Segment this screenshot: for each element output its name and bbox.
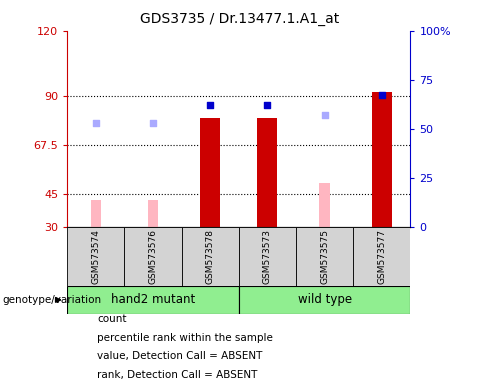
Point — [149, 120, 157, 126]
Bar — [148, 200, 158, 227]
Text: GSM573578: GSM573578 — [206, 229, 215, 284]
Bar — [320, 183, 330, 227]
Text: GSM573573: GSM573573 — [263, 229, 272, 284]
Text: percentile rank within the sample: percentile rank within the sample — [97, 333, 273, 343]
FancyBboxPatch shape — [296, 227, 353, 286]
Text: count: count — [97, 314, 127, 324]
Text: GSM573574: GSM573574 — [91, 229, 100, 284]
Bar — [91, 200, 101, 227]
Text: GSM573576: GSM573576 — [148, 229, 157, 284]
Point — [321, 112, 328, 118]
Text: GSM573577: GSM573577 — [377, 229, 386, 284]
Bar — [372, 92, 392, 227]
Point — [264, 102, 271, 108]
Text: wild type: wild type — [298, 293, 352, 306]
FancyBboxPatch shape — [124, 227, 181, 286]
Text: rank, Detection Call = ABSENT: rank, Detection Call = ABSENT — [97, 370, 258, 380]
FancyBboxPatch shape — [67, 227, 124, 286]
FancyBboxPatch shape — [67, 286, 239, 314]
Bar — [200, 118, 220, 227]
FancyBboxPatch shape — [239, 286, 410, 314]
FancyBboxPatch shape — [353, 227, 410, 286]
Point — [378, 92, 385, 98]
FancyBboxPatch shape — [239, 227, 296, 286]
FancyBboxPatch shape — [181, 227, 239, 286]
Text: GDS3735 / Dr.13477.1.A1_at: GDS3735 / Dr.13477.1.A1_at — [140, 12, 340, 25]
Text: GSM573575: GSM573575 — [320, 229, 329, 284]
Text: value, Detection Call = ABSENT: value, Detection Call = ABSENT — [97, 351, 263, 361]
Point — [206, 102, 214, 108]
Point — [92, 120, 100, 126]
Text: hand2 mutant: hand2 mutant — [111, 293, 195, 306]
Bar — [257, 118, 277, 227]
Text: genotype/variation: genotype/variation — [2, 295, 102, 305]
